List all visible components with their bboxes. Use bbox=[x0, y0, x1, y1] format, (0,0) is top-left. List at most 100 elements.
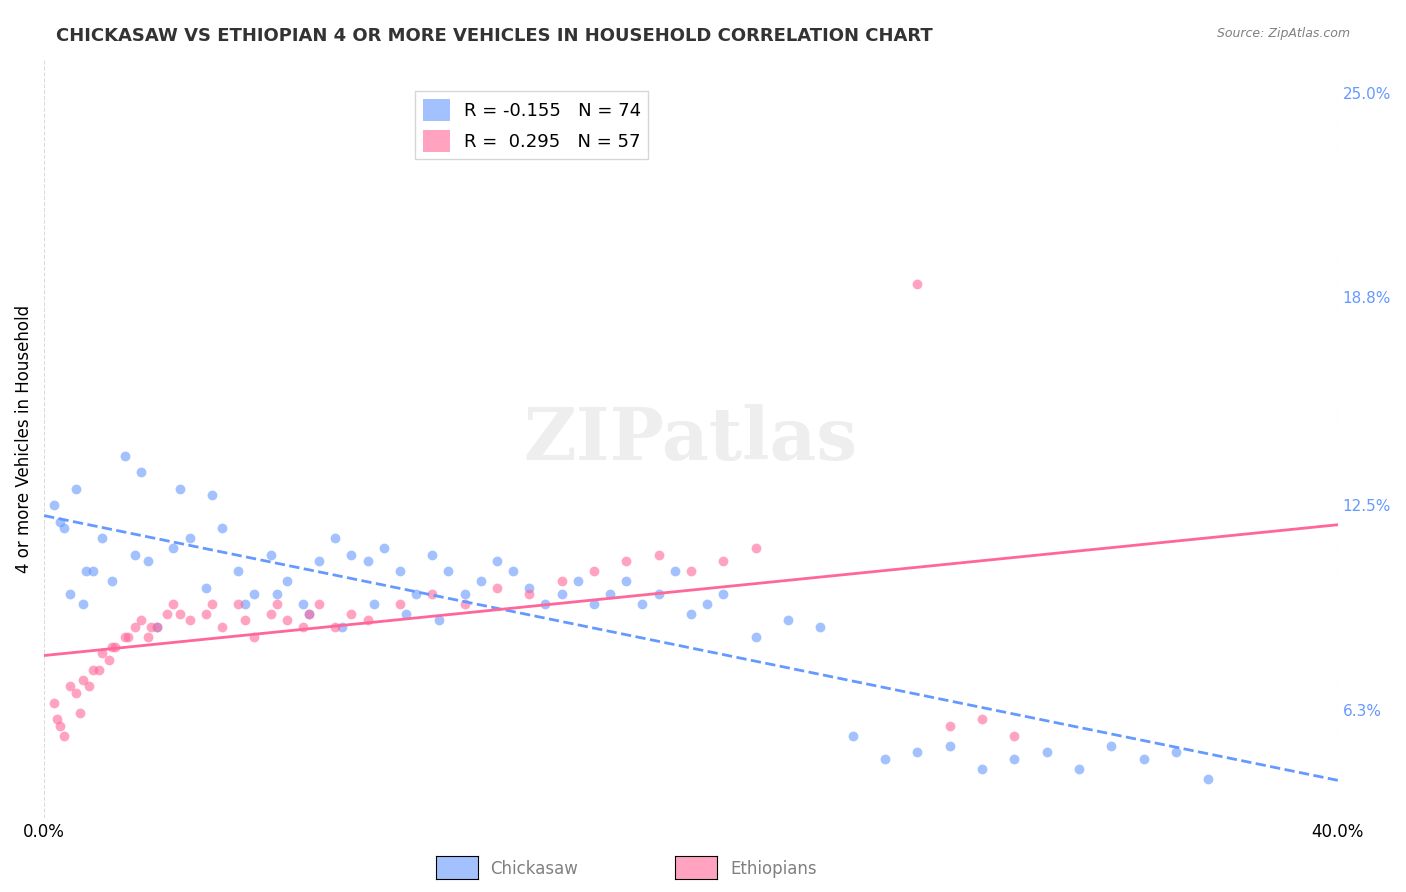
Point bbox=[679, 607, 702, 621]
Point bbox=[59, 680, 82, 694]
Point bbox=[308, 597, 330, 611]
Point bbox=[129, 465, 152, 479]
Point bbox=[243, 587, 266, 601]
Point bbox=[298, 607, 321, 621]
Point bbox=[550, 587, 572, 601]
Point bbox=[129, 614, 152, 628]
Point bbox=[323, 620, 346, 634]
Point bbox=[91, 531, 114, 545]
Point bbox=[356, 554, 378, 568]
Point bbox=[91, 647, 114, 661]
Point bbox=[970, 713, 993, 727]
Point bbox=[179, 614, 201, 628]
Point bbox=[266, 587, 288, 601]
Point bbox=[136, 554, 159, 568]
Point bbox=[841, 729, 863, 743]
Point bbox=[291, 620, 314, 634]
Point bbox=[388, 564, 411, 578]
Y-axis label: 4 or more Vehicles in Household: 4 or more Vehicles in Household bbox=[15, 305, 32, 573]
Point bbox=[356, 614, 378, 628]
Point bbox=[905, 746, 928, 760]
Point bbox=[291, 597, 314, 611]
Point bbox=[405, 587, 427, 601]
Point bbox=[75, 564, 97, 578]
Point bbox=[647, 587, 669, 601]
Point bbox=[582, 597, 605, 611]
Point bbox=[308, 554, 330, 568]
Point bbox=[124, 620, 146, 634]
Point bbox=[117, 630, 139, 644]
Point bbox=[363, 597, 385, 611]
Point bbox=[420, 548, 443, 562]
Point bbox=[52, 521, 75, 535]
Point bbox=[776, 614, 799, 628]
Point bbox=[744, 630, 766, 644]
Point bbox=[485, 554, 508, 568]
Point bbox=[1197, 772, 1219, 786]
Point bbox=[59, 587, 82, 601]
Point bbox=[340, 548, 363, 562]
Point bbox=[69, 706, 91, 720]
Point bbox=[1002, 729, 1025, 743]
Point bbox=[517, 581, 540, 595]
Point bbox=[49, 719, 72, 733]
Point bbox=[427, 614, 450, 628]
Point bbox=[226, 597, 249, 611]
Point bbox=[744, 541, 766, 555]
Point bbox=[49, 515, 72, 529]
Point bbox=[146, 620, 169, 634]
Point bbox=[65, 686, 87, 700]
Point bbox=[104, 640, 127, 654]
Point bbox=[647, 548, 669, 562]
Point bbox=[696, 597, 718, 611]
Point bbox=[179, 531, 201, 545]
Point bbox=[82, 663, 104, 677]
Point bbox=[1002, 752, 1025, 766]
Point bbox=[201, 488, 224, 502]
Point bbox=[124, 548, 146, 562]
Point bbox=[679, 564, 702, 578]
Point bbox=[1132, 752, 1154, 766]
Legend: R = -0.155   N = 74, R =  0.295   N = 57: R = -0.155 N = 74, R = 0.295 N = 57 bbox=[415, 91, 648, 159]
Point bbox=[582, 564, 605, 578]
Point bbox=[201, 597, 224, 611]
Point bbox=[87, 663, 110, 677]
Point bbox=[502, 564, 524, 578]
Point bbox=[42, 498, 65, 512]
Text: Chickasaw: Chickasaw bbox=[491, 860, 578, 878]
Point bbox=[136, 630, 159, 644]
Point bbox=[373, 541, 395, 555]
Point bbox=[194, 607, 217, 621]
Text: CHICKASAW VS ETHIOPIAN 4 OR MORE VEHICLES IN HOUSEHOLD CORRELATION CHART: CHICKASAW VS ETHIOPIAN 4 OR MORE VEHICLE… bbox=[56, 27, 934, 45]
Text: Ethiopians: Ethiopians bbox=[730, 860, 817, 878]
Point bbox=[79, 680, 101, 694]
Point bbox=[599, 587, 621, 601]
Point bbox=[46, 713, 69, 727]
Point bbox=[664, 564, 686, 578]
Point bbox=[938, 719, 960, 733]
Point bbox=[614, 554, 637, 568]
Point bbox=[97, 653, 120, 667]
Point bbox=[614, 574, 637, 588]
Point bbox=[233, 614, 256, 628]
Point bbox=[162, 541, 184, 555]
Point bbox=[938, 739, 960, 753]
Point bbox=[156, 607, 179, 621]
Point bbox=[82, 564, 104, 578]
Point bbox=[276, 614, 298, 628]
Point bbox=[259, 548, 281, 562]
Text: Source: ZipAtlas.com: Source: ZipAtlas.com bbox=[1216, 27, 1350, 40]
Point bbox=[146, 620, 169, 634]
Point bbox=[453, 597, 475, 611]
Point bbox=[276, 574, 298, 588]
Point bbox=[72, 597, 94, 611]
Point bbox=[550, 574, 572, 588]
Point bbox=[631, 597, 654, 611]
Point bbox=[534, 597, 557, 611]
Point bbox=[420, 587, 443, 601]
Point bbox=[1099, 739, 1122, 753]
Point bbox=[42, 696, 65, 710]
Point bbox=[162, 597, 184, 611]
Point bbox=[453, 587, 475, 601]
Point bbox=[266, 597, 288, 611]
